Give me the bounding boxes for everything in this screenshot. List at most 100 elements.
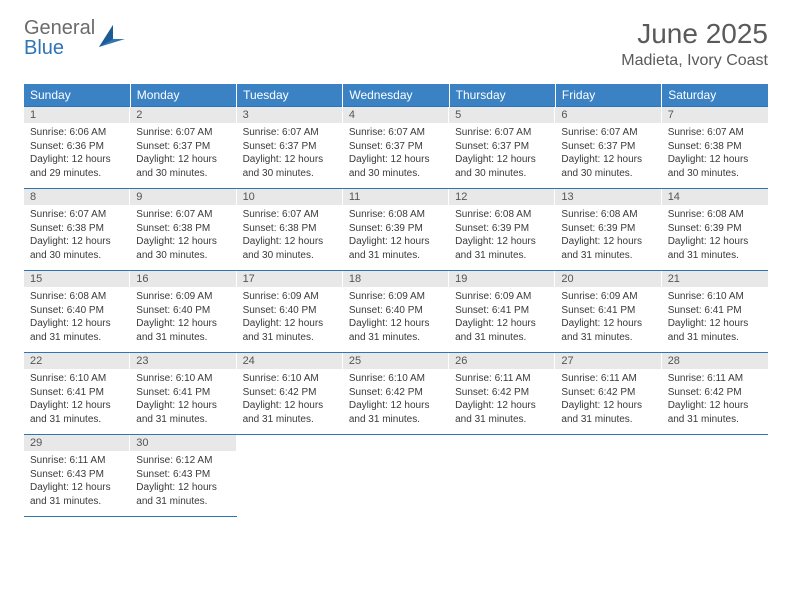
daylight-line: Daylight: 12 hours and 31 minutes. xyxy=(243,317,337,344)
sunset-line: Sunset: 6:43 PM xyxy=(136,468,230,482)
calendar-day-cell: 15Sunrise: 6:08 AMSunset: 6:40 PMDayligh… xyxy=(24,271,130,353)
calendar-day-cell: 22Sunrise: 6:10 AMSunset: 6:41 PMDayligh… xyxy=(24,353,130,435)
flag-icon xyxy=(99,25,125,52)
day-number: 20 xyxy=(555,271,661,287)
daylight-line: Daylight: 12 hours and 31 minutes. xyxy=(668,399,762,426)
daylight-line: Daylight: 12 hours and 31 minutes. xyxy=(455,399,549,426)
calendar-week-row: 8Sunrise: 6:07 AMSunset: 6:38 PMDaylight… xyxy=(24,189,768,271)
daylight-line: Daylight: 12 hours and 30 minutes. xyxy=(136,153,230,180)
sunrise-line: Sunrise: 6:09 AM xyxy=(561,290,655,304)
day-number: 26 xyxy=(449,353,555,369)
day-header: Wednesday xyxy=(343,84,449,107)
calendar-day-cell: 10Sunrise: 6:07 AMSunset: 6:38 PMDayligh… xyxy=(237,189,343,271)
daylight-line: Daylight: 12 hours and 31 minutes. xyxy=(455,235,549,262)
calendar-day-cell: 7Sunrise: 6:07 AMSunset: 6:38 PMDaylight… xyxy=(662,107,768,189)
calendar-day-cell xyxy=(662,435,768,517)
day-header: Sunday xyxy=(24,84,130,107)
daylight-line: Daylight: 12 hours and 31 minutes. xyxy=(561,317,655,344)
day-number: 29 xyxy=(24,435,130,451)
sunrise-line: Sunrise: 6:06 AM xyxy=(30,126,124,140)
day-number: 3 xyxy=(237,107,343,123)
day-details: Sunrise: 6:11 AMSunset: 6:42 PMDaylight:… xyxy=(662,369,768,434)
sunrise-line: Sunrise: 6:09 AM xyxy=(136,290,230,304)
sunset-line: Sunset: 6:37 PM xyxy=(349,140,443,154)
sunset-line: Sunset: 6:38 PM xyxy=(30,222,124,236)
sunset-line: Sunset: 6:38 PM xyxy=(243,222,337,236)
daylight-line: Daylight: 12 hours and 31 minutes. xyxy=(561,399,655,426)
sunrise-line: Sunrise: 6:09 AM xyxy=(349,290,443,304)
day-details: Sunrise: 6:10 AMSunset: 6:42 PMDaylight:… xyxy=(343,369,449,434)
calendar-day-cell: 13Sunrise: 6:08 AMSunset: 6:39 PMDayligh… xyxy=(555,189,661,271)
day-details: Sunrise: 6:08 AMSunset: 6:39 PMDaylight:… xyxy=(343,205,449,270)
sunrise-line: Sunrise: 6:10 AM xyxy=(136,372,230,386)
calendar-header-row: SundayMondayTuesdayWednesdayThursdayFrid… xyxy=(24,84,768,107)
sunset-line: Sunset: 6:42 PM xyxy=(243,386,337,400)
calendar-day-cell: 18Sunrise: 6:09 AMSunset: 6:40 PMDayligh… xyxy=(343,271,449,353)
sunset-line: Sunset: 6:40 PM xyxy=(30,304,124,318)
sunset-line: Sunset: 6:41 PM xyxy=(561,304,655,318)
calendar-day-cell: 1Sunrise: 6:06 AMSunset: 6:36 PMDaylight… xyxy=(24,107,130,189)
day-number: 25 xyxy=(343,353,449,369)
sunset-line: Sunset: 6:41 PM xyxy=(136,386,230,400)
sunrise-line: Sunrise: 6:11 AM xyxy=(30,454,124,468)
sunrise-line: Sunrise: 6:07 AM xyxy=(243,208,337,222)
sunrise-line: Sunrise: 6:07 AM xyxy=(668,126,762,140)
logo-word-1: General xyxy=(24,17,95,39)
sunrise-line: Sunrise: 6:12 AM xyxy=(136,454,230,468)
sunrise-line: Sunrise: 6:10 AM xyxy=(30,372,124,386)
logo-text: General Blue xyxy=(24,18,95,58)
day-details: Sunrise: 6:06 AMSunset: 6:36 PMDaylight:… xyxy=(24,123,130,188)
sunset-line: Sunset: 6:42 PM xyxy=(668,386,762,400)
daylight-line: Daylight: 12 hours and 30 minutes. xyxy=(455,153,549,180)
calendar-day-cell xyxy=(555,435,661,517)
day-header: Monday xyxy=(130,84,236,107)
day-number: 30 xyxy=(130,435,236,451)
sunset-line: Sunset: 6:42 PM xyxy=(561,386,655,400)
sunrise-line: Sunrise: 6:07 AM xyxy=(561,126,655,140)
day-number: 6 xyxy=(555,107,661,123)
day-number: 18 xyxy=(343,271,449,287)
calendar-day-cell: 5Sunrise: 6:07 AMSunset: 6:37 PMDaylight… xyxy=(449,107,555,189)
calendar-week-row: 22Sunrise: 6:10 AMSunset: 6:41 PMDayligh… xyxy=(24,353,768,435)
daylight-line: Daylight: 12 hours and 31 minutes. xyxy=(30,317,124,344)
calendar-week-row: 15Sunrise: 6:08 AMSunset: 6:40 PMDayligh… xyxy=(24,271,768,353)
day-number: 10 xyxy=(237,189,343,205)
calendar-day-cell: 28Sunrise: 6:11 AMSunset: 6:42 PMDayligh… xyxy=(662,353,768,435)
sunrise-line: Sunrise: 6:10 AM xyxy=(668,290,762,304)
day-details: Sunrise: 6:09 AMSunset: 6:41 PMDaylight:… xyxy=(555,287,661,352)
day-number: 9 xyxy=(130,189,236,205)
day-details: Sunrise: 6:08 AMSunset: 6:39 PMDaylight:… xyxy=(662,205,768,270)
sunrise-line: Sunrise: 6:07 AM xyxy=(30,208,124,222)
calendar-week-row: 1Sunrise: 6:06 AMSunset: 6:36 PMDaylight… xyxy=(24,107,768,189)
calendar-day-cell: 23Sunrise: 6:10 AMSunset: 6:41 PMDayligh… xyxy=(130,353,236,435)
daylight-line: Daylight: 12 hours and 30 minutes. xyxy=(561,153,655,180)
daylight-line: Daylight: 12 hours and 31 minutes. xyxy=(668,317,762,344)
sunrise-line: Sunrise: 6:11 AM xyxy=(455,372,549,386)
sunrise-line: Sunrise: 6:10 AM xyxy=(243,372,337,386)
day-details: Sunrise: 6:11 AMSunset: 6:43 PMDaylight:… xyxy=(24,451,130,516)
day-details: Sunrise: 6:10 AMSunset: 6:42 PMDaylight:… xyxy=(237,369,343,434)
sunset-line: Sunset: 6:42 PM xyxy=(455,386,549,400)
sunrise-line: Sunrise: 6:08 AM xyxy=(349,208,443,222)
calendar-day-cell: 24Sunrise: 6:10 AMSunset: 6:42 PMDayligh… xyxy=(237,353,343,435)
calendar-day-cell: 12Sunrise: 6:08 AMSunset: 6:39 PMDayligh… xyxy=(449,189,555,271)
calendar-day-cell: 2Sunrise: 6:07 AMSunset: 6:37 PMDaylight… xyxy=(130,107,236,189)
daylight-line: Daylight: 12 hours and 31 minutes. xyxy=(30,481,124,508)
sunrise-line: Sunrise: 6:11 AM xyxy=(668,372,762,386)
logo-word-2: Blue xyxy=(24,37,64,59)
day-number: 11 xyxy=(343,189,449,205)
day-header: Thursday xyxy=(449,84,555,107)
day-number: 19 xyxy=(449,271,555,287)
day-number: 5 xyxy=(449,107,555,123)
day-details: Sunrise: 6:07 AMSunset: 6:38 PMDaylight:… xyxy=(237,205,343,270)
daylight-line: Daylight: 12 hours and 29 minutes. xyxy=(30,153,124,180)
sunset-line: Sunset: 6:37 PM xyxy=(561,140,655,154)
calendar-day-cell: 16Sunrise: 6:09 AMSunset: 6:40 PMDayligh… xyxy=(130,271,236,353)
day-number: 7 xyxy=(662,107,768,123)
sunset-line: Sunset: 6:42 PM xyxy=(349,386,443,400)
day-details: Sunrise: 6:08 AMSunset: 6:40 PMDaylight:… xyxy=(24,287,130,352)
calendar-day-cell: 20Sunrise: 6:09 AMSunset: 6:41 PMDayligh… xyxy=(555,271,661,353)
day-number: 23 xyxy=(130,353,236,369)
sunset-line: Sunset: 6:38 PM xyxy=(136,222,230,236)
calendar-day-cell: 9Sunrise: 6:07 AMSunset: 6:38 PMDaylight… xyxy=(130,189,236,271)
